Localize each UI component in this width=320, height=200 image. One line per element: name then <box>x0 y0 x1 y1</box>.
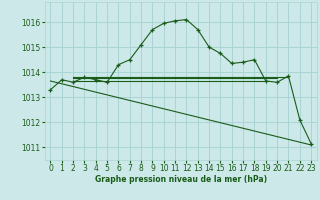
X-axis label: Graphe pression niveau de la mer (hPa): Graphe pression niveau de la mer (hPa) <box>95 175 267 184</box>
